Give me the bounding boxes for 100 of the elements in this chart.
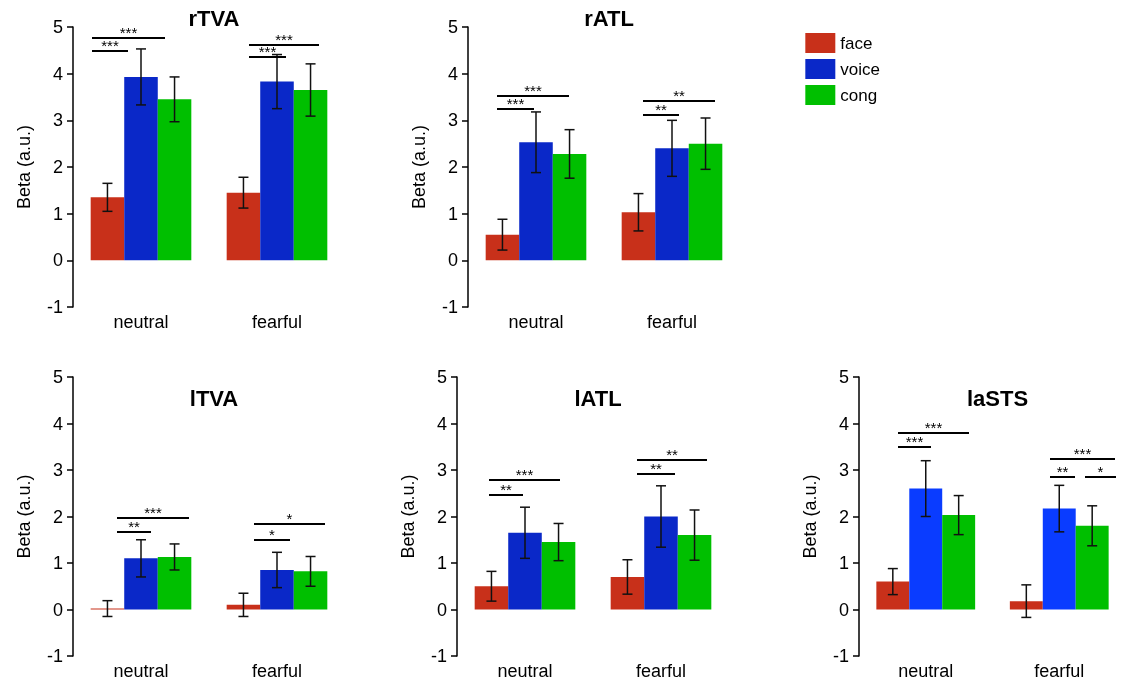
y-tick-label: 0 (436, 599, 447, 620)
y-tick-label: 5 (436, 367, 447, 387)
y-tick-label: -1 (46, 297, 63, 317)
bar (293, 571, 328, 610)
annotation: ** (673, 87, 685, 104)
bar (610, 576, 645, 610)
bar (909, 488, 943, 610)
bar (1042, 508, 1076, 610)
x-tick-label: neutral (113, 661, 169, 681)
y-tick-label: 5 (447, 17, 458, 37)
bar (157, 99, 192, 261)
y-tick-label: 5 (838, 367, 849, 387)
y-tick-label: 0 (52, 599, 63, 620)
bar (226, 604, 261, 610)
bar (226, 192, 261, 261)
bar (474, 586, 509, 610)
y-tick-label: 2 (436, 506, 447, 527)
bar (688, 143, 723, 261)
bar (508, 532, 542, 610)
annotation: ** (128, 518, 140, 535)
y-tick-label: 3 (52, 110, 63, 131)
y-tick-label: 2 (838, 506, 849, 527)
chart-title: laSTS (966, 385, 1029, 411)
y-tick-label: 2 (447, 157, 458, 177)
x-tick-label: neutral (497, 661, 553, 681)
annotation: * (269, 526, 275, 543)
annotation: *** (905, 433, 924, 450)
y-tick-label: -1 (430, 646, 447, 666)
bar (260, 81, 294, 261)
x-tick-label: neutral (508, 312, 564, 332)
y-axis-title: Beta (a.u.) (14, 474, 34, 559)
y-tick-label: 1 (447, 203, 458, 224)
y-tick-label: 5 (52, 17, 63, 37)
annotation: * (1097, 463, 1104, 480)
y-tick-label: 1 (52, 553, 63, 573)
annotation: *** (258, 43, 277, 60)
y-tick-label: 4 (52, 63, 63, 84)
annotation: ** (1056, 463, 1069, 480)
bar (90, 197, 125, 261)
bar (293, 90, 328, 261)
y-axis-title: Beta (a.u.) (398, 474, 418, 559)
x-tick-label: fearful (635, 661, 687, 681)
chart-title: lTVA (189, 385, 239, 411)
bar (541, 542, 576, 610)
annotation: * (286, 510, 293, 527)
bar (677, 535, 712, 610)
y-tick-label: -1 (441, 297, 458, 317)
bar (485, 234, 520, 261)
y-tick-label: 0 (447, 250, 458, 271)
y-tick-label: 1 (838, 553, 849, 573)
bar (621, 212, 656, 261)
annotation: *** (1073, 445, 1092, 462)
annotation: ** (500, 481, 512, 498)
x-tick-label: fearful (1034, 661, 1085, 681)
y-axis-title: Beta (a.u.) (14, 124, 34, 210)
y-tick-label: 3 (447, 110, 458, 131)
x-tick-label: fearful (646, 312, 698, 332)
y-axis-title: Beta (a.u.) (800, 474, 820, 559)
bar (157, 556, 192, 610)
bar (1009, 601, 1043, 610)
legend-label: face (840, 33, 873, 53)
annotation: *** (506, 95, 525, 112)
y-tick-label: 4 (838, 413, 849, 434)
y-tick-label: 4 (436, 413, 447, 434)
bar (552, 153, 587, 261)
y-tick-label: 0 (52, 250, 63, 271)
bar (260, 569, 294, 610)
x-tick-label: fearful (251, 312, 303, 332)
bar (124, 76, 158, 261)
bar (1075, 525, 1109, 610)
annotation: *** (515, 466, 534, 483)
annotation: ** (650, 460, 662, 477)
y-tick-label: 4 (447, 63, 458, 84)
chart-title: rATL (584, 5, 634, 31)
bar (876, 581, 910, 610)
annotation: *** (101, 37, 119, 54)
annotation: ** (666, 446, 678, 463)
annotation: *** (275, 31, 293, 48)
y-tick-label: 3 (52, 460, 63, 480)
bar (655, 148, 689, 261)
y-tick-label: 4 (52, 413, 63, 434)
annotation: *** (524, 82, 542, 99)
y-tick-label: 2 (52, 506, 63, 527)
annotation: *** (144, 504, 162, 521)
y-tick-label: -1 (46, 646, 63, 666)
x-tick-label: fearful (251, 661, 303, 681)
legend-label: cong (840, 85, 878, 105)
x-tick-label: neutral (113, 312, 169, 332)
annotation: ** (655, 101, 667, 118)
bar (644, 516, 678, 610)
chart-title: lATL (574, 385, 622, 411)
y-tick-label: 1 (436, 553, 447, 573)
annotation: *** (924, 419, 943, 436)
y-tick-label: 5 (52, 367, 63, 387)
y-tick-label: 3 (436, 460, 447, 480)
x-tick-label: neutral (898, 661, 954, 681)
y-tick-label: 0 (838, 599, 849, 620)
y-axis-title: Beta (a.u.) (409, 124, 429, 210)
y-tick-label: 1 (52, 203, 63, 224)
bar (519, 142, 553, 261)
